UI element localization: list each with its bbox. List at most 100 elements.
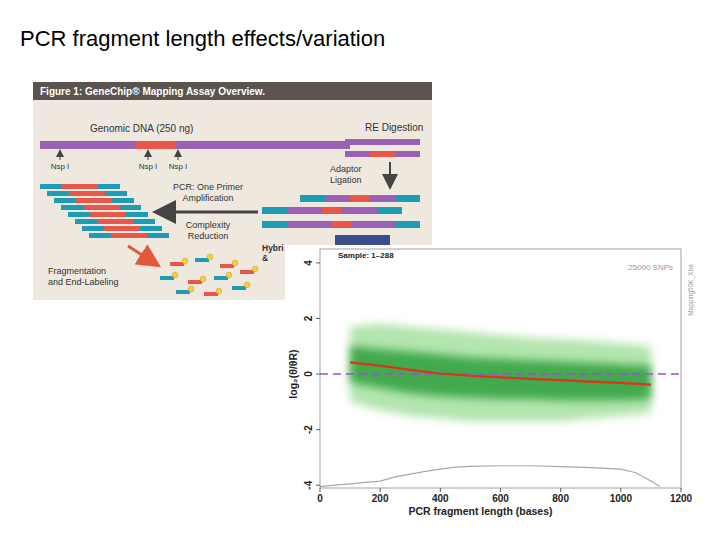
- labeled-fragment: [204, 292, 218, 296]
- label-star: [232, 260, 238, 266]
- dna-segment: [135, 141, 175, 149]
- ligated-fragment-segment: [350, 195, 370, 202]
- x-tick-label: 1200: [670, 493, 693, 504]
- fragment: [345, 151, 420, 157]
- label-star: [207, 254, 213, 260]
- step-label: Amplification: [182, 193, 233, 203]
- x-tick-label: 0: [317, 493, 323, 504]
- cut-site-label: Nsp I: [139, 162, 158, 171]
- amplicon-segment: [97, 219, 133, 224]
- y-tick: [316, 485, 320, 486]
- labeled-fragment: [220, 264, 234, 268]
- x-tick: [560, 488, 561, 492]
- cut-site-label: Nsp I: [51, 162, 70, 171]
- step-label: RE Digestion: [365, 122, 423, 133]
- cut-arrow: [60, 151, 61, 160]
- arrow: [158, 211, 258, 214]
- x-tick: [320, 488, 321, 492]
- x-tick-label: 200: [372, 493, 389, 504]
- x-tick: [620, 488, 621, 492]
- slide-title: PCR fragment length effects/variation: [20, 26, 385, 51]
- fragment-segment: [370, 151, 395, 157]
- ligated-fragment: [262, 221, 420, 228]
- y-tick: [316, 374, 320, 375]
- dna-strand: [40, 141, 350, 149]
- step-label: and End-Labeling: [48, 277, 119, 287]
- step-label: Ligation: [330, 175, 362, 185]
- x-tick: [681, 488, 682, 492]
- x-tick: [440, 488, 441, 492]
- x-tick-label: 1000: [610, 493, 633, 504]
- labeled-fragment: [170, 262, 184, 266]
- x-tick: [380, 488, 381, 492]
- amplicon: [82, 226, 162, 231]
- ligated-fragment-core: [287, 207, 377, 214]
- step-label: Genomic DNA (250 ng): [90, 123, 193, 134]
- array-image: [335, 235, 390, 246]
- cut-arrow: [148, 151, 149, 160]
- reference-line: [320, 373, 681, 375]
- amplicon-segment: [104, 226, 140, 231]
- chart-panel: [285, 245, 700, 523]
- label-star: [188, 286, 194, 292]
- fragment: [345, 139, 420, 145]
- amplicon-segment: [69, 191, 105, 196]
- y-tick-label: 4: [303, 260, 314, 266]
- label-star: [172, 272, 178, 278]
- amplicon: [89, 233, 169, 238]
- amplicon-segment: [83, 205, 119, 210]
- cut-site-label: Nsp I: [169, 162, 188, 171]
- diagram-title-bar: [33, 82, 432, 100]
- amplicon: [61, 205, 141, 210]
- x-tick: [500, 488, 501, 492]
- amplicon: [40, 184, 120, 189]
- chart: 020040060080010001200-4-2024PCR fragment…: [285, 245, 700, 523]
- x-tick-label: 600: [492, 493, 509, 504]
- labeled-fragment: [232, 286, 246, 290]
- page: PCR fragment length effects/variation Fig…: [0, 0, 720, 540]
- labeled-fragment: [214, 276, 228, 280]
- amplicon: [68, 212, 148, 217]
- ligated-fragment: [300, 195, 420, 202]
- series-line: [320, 466, 660, 487]
- y-tick-label: 2: [303, 315, 314, 321]
- step-label: Hybri: [262, 243, 284, 253]
- label-star: [216, 288, 222, 294]
- label-star: [182, 258, 188, 264]
- ligated-fragment-core: [325, 195, 395, 202]
- labeled-fragment: [240, 270, 254, 274]
- ligated-fragment-segment: [331, 221, 351, 228]
- y-tick: [316, 262, 320, 263]
- x-axis-label: PCR fragment length (bases): [408, 505, 552, 517]
- label-star: [244, 282, 250, 288]
- amplicon-segment: [111, 233, 147, 238]
- ligated-fragment: [262, 207, 402, 214]
- y-tick-label: -2: [303, 425, 314, 434]
- density-band: [350, 324, 651, 421]
- label-star: [200, 276, 206, 282]
- annotation: 25000 SNPs: [628, 263, 673, 272]
- cut-arrow: [178, 151, 179, 160]
- y-tick: [316, 429, 320, 430]
- step-label: Reduction: [188, 231, 229, 241]
- amplicon-segment: [62, 184, 98, 189]
- label-star: [252, 266, 258, 272]
- plot-frame: [320, 249, 681, 488]
- label-star: [226, 272, 232, 278]
- amplicon-segment: [90, 212, 126, 217]
- annotation: Sample: 1–288: [338, 251, 394, 260]
- ligated-fragment-segment: [322, 207, 342, 214]
- step-label: Fragmentation: [48, 266, 106, 276]
- amplicon: [54, 198, 134, 203]
- labeled-fragment: [176, 290, 190, 294]
- y-tick: [316, 318, 320, 319]
- labeled-fragment: [195, 258, 209, 262]
- y-axis-label: log₂(θ/θR): [287, 349, 299, 398]
- annotation: Mapping50K_Xba: [687, 264, 695, 316]
- step-label: Complexity: [186, 220, 231, 230]
- x-tick-label: 800: [552, 493, 569, 504]
- labeled-fragment: [160, 276, 174, 280]
- diagram-title: Figure 1: GeneChip® Mapping Assay Overvi…: [40, 86, 265, 97]
- y-tick-label: 0: [303, 371, 314, 377]
- amplicon: [75, 219, 155, 224]
